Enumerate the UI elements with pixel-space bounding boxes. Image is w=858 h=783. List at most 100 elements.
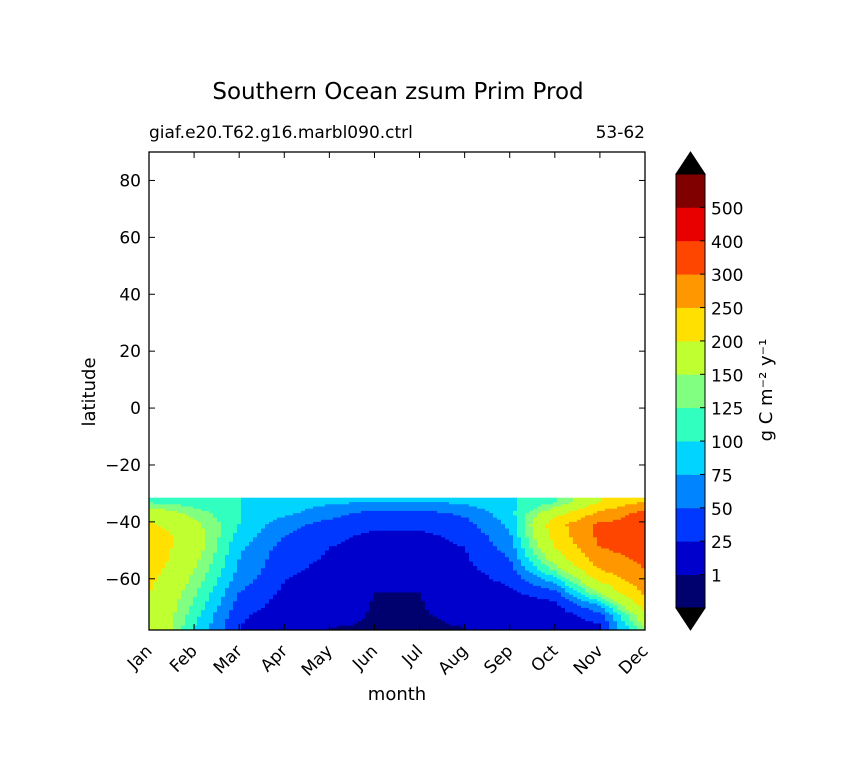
contour-cell bbox=[441, 532, 446, 536]
contour-cell bbox=[353, 537, 358, 541]
contour-cell bbox=[369, 581, 374, 585]
contour-cell bbox=[277, 563, 282, 567]
contour-cell bbox=[509, 557, 514, 561]
contour-cell bbox=[309, 504, 314, 508]
contour-cell bbox=[529, 570, 534, 574]
contour-cell bbox=[385, 550, 390, 554]
contour-cell bbox=[225, 506, 230, 510]
contour-cell bbox=[597, 521, 602, 525]
contour-cell bbox=[301, 497, 306, 501]
contour-cell bbox=[605, 546, 610, 550]
contour-cell bbox=[409, 524, 414, 527]
contour-cell bbox=[285, 557, 290, 561]
contour-cell bbox=[549, 497, 554, 501]
contour-cell bbox=[261, 524, 266, 527]
contour-cell bbox=[317, 546, 322, 550]
contour-cell bbox=[369, 504, 374, 508]
contour-cell bbox=[641, 572, 645, 576]
contour-cell bbox=[329, 526, 334, 530]
contour-cell bbox=[445, 519, 450, 523]
contour-cell bbox=[637, 570, 642, 574]
contour-cell bbox=[357, 563, 362, 567]
contour-cell bbox=[553, 544, 558, 547]
contour-cell bbox=[557, 510, 562, 514]
contour-cell bbox=[485, 539, 490, 543]
contour-cell bbox=[557, 530, 562, 534]
contour-cell bbox=[333, 577, 338, 580]
contour-cell bbox=[445, 508, 450, 512]
contour-cell bbox=[241, 552, 246, 556]
contour-cell bbox=[493, 526, 498, 530]
contour-cell bbox=[629, 555, 634, 558]
contour-cell bbox=[457, 535, 462, 538]
contour-cell bbox=[489, 581, 494, 585]
contour-cell bbox=[333, 532, 338, 536]
contour-cell bbox=[545, 517, 550, 521]
contour-cell bbox=[241, 528, 246, 532]
contour-cell bbox=[629, 517, 634, 521]
contour-cell bbox=[525, 513, 530, 516]
contour-cell bbox=[305, 539, 310, 543]
contour-cell bbox=[457, 530, 462, 534]
contour-cell bbox=[317, 581, 322, 585]
contour-cell bbox=[541, 541, 546, 545]
contour-cell bbox=[401, 539, 406, 543]
contour-cell bbox=[213, 546, 218, 550]
contour-cell bbox=[601, 524, 606, 527]
contour-cell bbox=[157, 583, 162, 587]
contour-cell bbox=[377, 559, 382, 563]
contour-cell bbox=[381, 497, 386, 501]
contour-cell bbox=[585, 552, 590, 556]
contour-cell bbox=[613, 515, 618, 519]
contour-cell bbox=[265, 506, 270, 510]
contour-cell bbox=[313, 513, 318, 516]
contour-cell bbox=[293, 502, 298, 505]
contour-cell bbox=[557, 566, 562, 569]
contour-cell bbox=[545, 557, 550, 561]
contour-cell bbox=[325, 581, 330, 585]
contour-cell bbox=[629, 546, 634, 550]
contour-cell bbox=[457, 524, 462, 527]
contour-cell bbox=[261, 568, 266, 572]
contour-cell bbox=[413, 581, 418, 585]
contour-cell bbox=[513, 524, 518, 527]
contour-cell bbox=[553, 535, 558, 538]
contour-cell bbox=[421, 510, 426, 514]
contour-cell bbox=[541, 568, 546, 572]
contour-cell bbox=[209, 504, 214, 508]
contour-cell bbox=[437, 517, 442, 521]
contour-cell bbox=[317, 572, 322, 576]
contour-cell bbox=[181, 559, 186, 563]
contour-cell bbox=[629, 535, 634, 538]
contour-cell bbox=[377, 537, 382, 541]
contour-cell bbox=[437, 510, 442, 514]
contour-cell bbox=[453, 517, 458, 521]
contour-cell bbox=[489, 499, 494, 503]
contour-cell bbox=[349, 555, 354, 558]
contour-cell bbox=[349, 524, 354, 527]
contour-cell bbox=[461, 563, 466, 567]
contour-cell bbox=[573, 530, 578, 534]
contour-cell bbox=[453, 524, 458, 527]
contour-cell bbox=[241, 566, 246, 569]
contour-cell bbox=[633, 537, 638, 541]
contour-cell bbox=[253, 535, 258, 538]
contour-cell bbox=[633, 513, 638, 516]
contour-cell bbox=[165, 557, 170, 561]
contour-cell bbox=[461, 537, 466, 541]
contour-cell bbox=[261, 559, 266, 563]
contour-cell bbox=[601, 541, 606, 545]
contour-cell bbox=[253, 499, 258, 503]
contour-cell bbox=[393, 552, 398, 556]
contour-cell bbox=[473, 552, 478, 556]
contour-cell bbox=[417, 568, 422, 572]
contour-cell bbox=[497, 504, 502, 508]
contour-cell bbox=[473, 546, 478, 550]
contour-cell bbox=[173, 504, 178, 508]
contour-cell bbox=[529, 572, 534, 576]
contour-cell bbox=[281, 546, 286, 550]
contour-cell bbox=[509, 566, 514, 569]
contour-cell bbox=[157, 550, 162, 554]
contour-cell bbox=[373, 557, 378, 561]
contour-cell bbox=[345, 572, 350, 576]
